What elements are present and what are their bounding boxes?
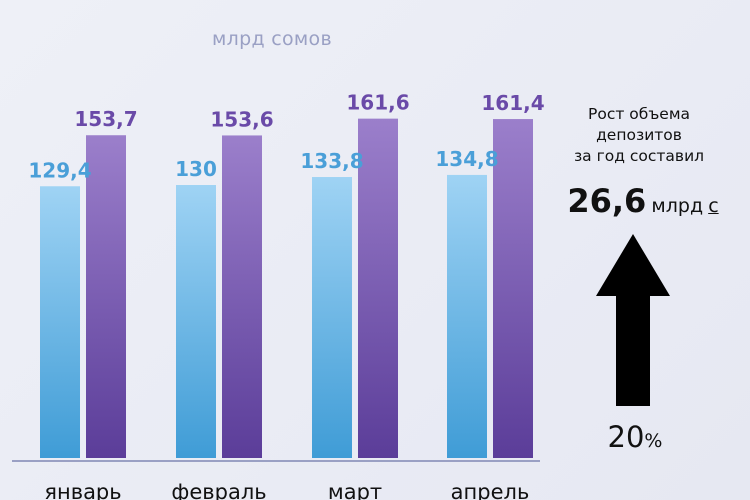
bar-series-1-1 — [40, 186, 80, 458]
data-label-series-2-3: 161,6 — [346, 91, 409, 115]
category-label-4: апрель — [451, 480, 530, 500]
bar-series-1-4 — [447, 174, 487, 459]
annotation-line-1: Рост объема — [587, 105, 691, 123]
growth-value: 26,6 млрд с — [548, 182, 738, 220]
bar-series-2-4 — [493, 119, 533, 458]
bar-series-2-3 — [358, 118, 398, 458]
unit-label: млрд сомов — [212, 28, 332, 50]
category-label-2: февраль — [171, 480, 266, 500]
data-label-series-1-2: 130 — [175, 157, 217, 181]
growth-percent-number: 20 — [607, 420, 645, 454]
currency-sign: с — [708, 195, 719, 217]
bar-series-1-2 — [176, 185, 216, 458]
growth-percent: 20% — [600, 420, 670, 454]
annotation-line-2: депозитов — [596, 126, 682, 144]
growth-value-number: 26,6 — [567, 182, 647, 220]
data-label-series-2-4: 161,4 — [481, 91, 544, 115]
data-label-series-2-2: 153,6 — [210, 107, 273, 131]
data-label-series-1-1: 129,4 — [28, 158, 91, 182]
arrow-up-icon — [596, 234, 670, 406]
annotation-line-3: за год составил — [573, 147, 705, 165]
data-label-series-1-3: 133,8 — [300, 149, 363, 173]
bar-series-2-1 — [86, 135, 126, 459]
bar-series-1-3 — [312, 177, 352, 458]
percent-sign: % — [644, 430, 663, 452]
category-label-3: март — [328, 480, 382, 500]
data-label-series-1-4: 134,8 — [435, 147, 498, 171]
growth-value-unit: млрд — [651, 195, 704, 217]
data-label-series-2-1: 153,7 — [74, 107, 137, 131]
category-label-1: январь — [44, 480, 121, 500]
bar-series-2-2 — [222, 135, 262, 458]
annotation-text: Рост объема депозитов за год составил — [548, 104, 730, 167]
